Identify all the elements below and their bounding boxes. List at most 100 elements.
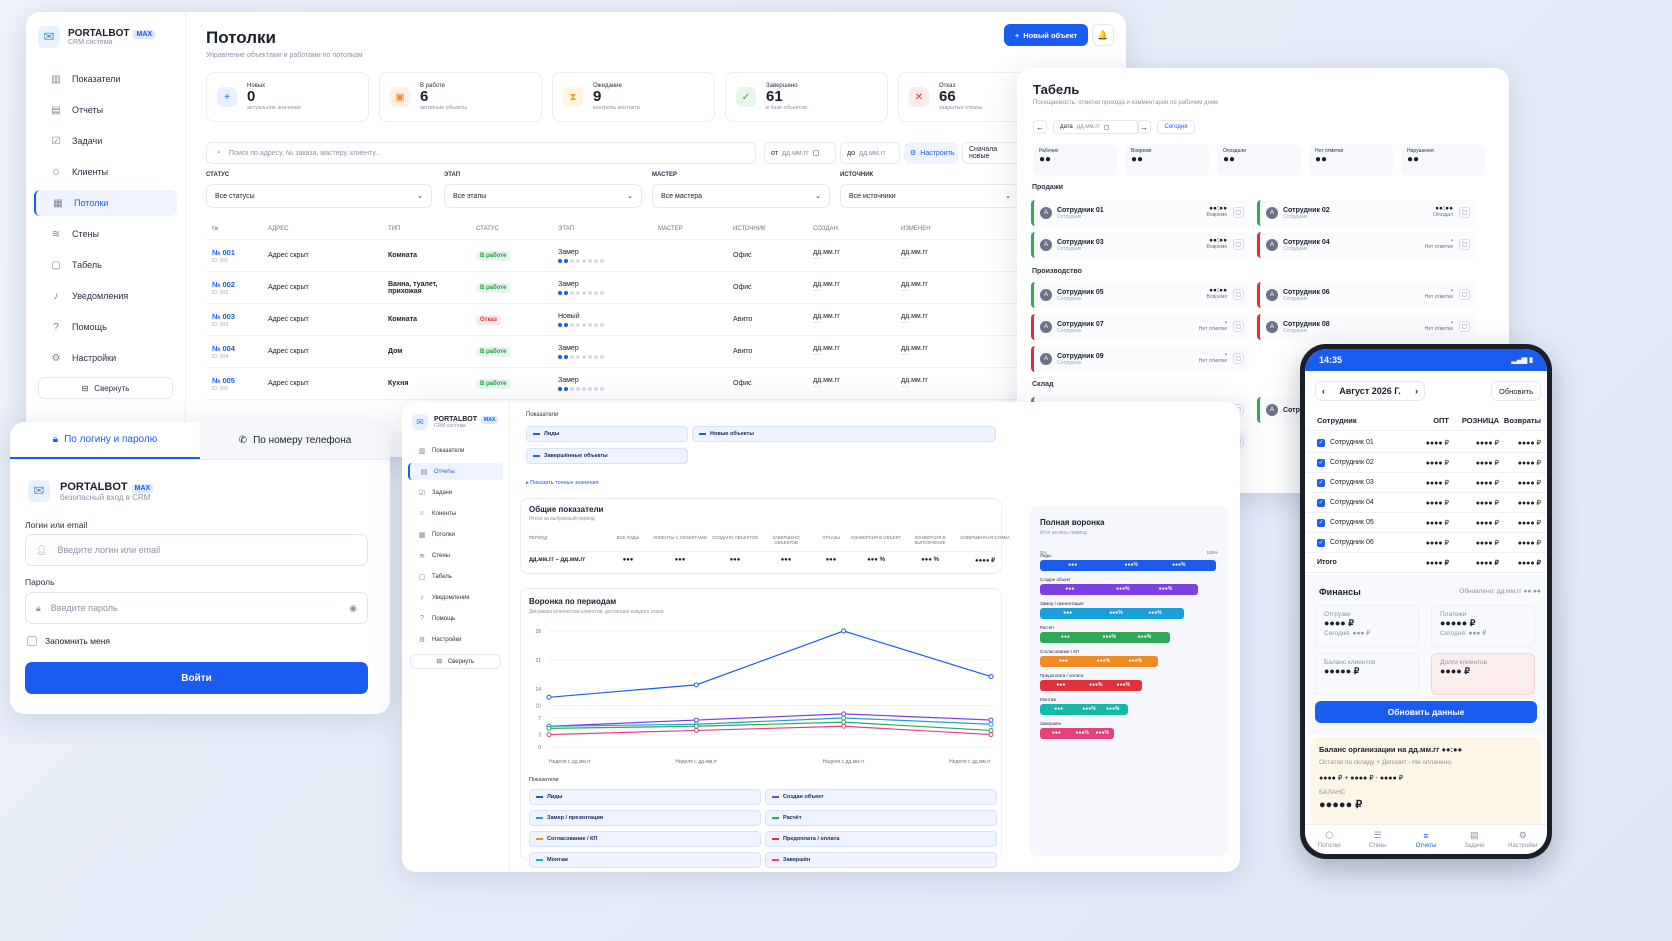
sidebar-item-0[interactable]: ▥ Показатели (34, 66, 177, 92)
table-row[interactable]: № 004 ID: 004 Адрес скрыт Дом В работе Замер А… (206, 336, 1026, 368)
calendar-icon[interactable]: ▢ (1233, 289, 1244, 300)
remember-checkbox[interactable]: Запомнить меня (27, 636, 110, 646)
sidebar-item-2[interactable]: ☑ Задачи (34, 128, 177, 154)
tab-phone[interactable]: ✆ По номеру телефона (200, 422, 390, 459)
reports-nav-item-8[interactable]: ? Помощь (408, 610, 503, 627)
employee-row[interactable]: A Сотрудник 08 Сотрудник - Нет отметки ▢ (1257, 314, 1475, 340)
phone-table-row[interactable]: ✓ Сотрудник 05 ●●●● ₽ ●●●● ₽ ●●●● ₽ (1305, 513, 1547, 533)
data-point[interactable] (693, 723, 699, 729)
data-point[interactable] (988, 674, 994, 680)
table-row[interactable]: № 005 ID: 005 Адрес скрыт Кухня В работе Заме… (206, 368, 1026, 400)
sidebar-item-8[interactable]: ? Помощь (34, 314, 177, 340)
indicator-chip[interactable]: Завершённые объекты (526, 448, 688, 464)
data-point[interactable] (693, 717, 699, 723)
employee-row[interactable]: A Сотрудник 06 Сотрудник - Нет отметки ▢ (1257, 282, 1475, 308)
reports-collapse-button[interactable]: ⊟ Свернуть (410, 654, 501, 669)
reports-nav-item-6[interactable]: ▢ Табель (408, 568, 503, 585)
checkbox-icon[interactable]: ✓ (1317, 518, 1325, 527)
checkbox-icon[interactable] (27, 636, 37, 646)
row-number[interactable]: № 002 ID: 002 (206, 280, 268, 296)
indicator-chip[interactable]: Лиды (529, 789, 761, 805)
phone-tab-0[interactable]: ⬡ Потолки (1305, 825, 1353, 854)
data-point[interactable] (841, 711, 847, 717)
calendar-icon[interactable]: ▢ (1459, 207, 1470, 218)
master-select[interactable]: Все мастера ⌄ (652, 184, 830, 208)
employee-row[interactable]: A Сотрудник 04 Сотрудник - Нет отметки ▢ (1257, 232, 1475, 258)
employee-row[interactable]: A Сотрудник 07 Сотрудник - Нет отметки ▢ (1031, 314, 1249, 340)
order-number[interactable]: № 002 (212, 279, 235, 289)
order-number[interactable]: № 001 (212, 247, 235, 257)
phone-tab-1[interactable]: ☰ Стены (1353, 825, 1401, 854)
sort-button[interactable]: Сначала новые (962, 142, 1020, 164)
sidebar-item-9[interactable]: ⚙ Настройки (34, 345, 177, 371)
employee-row[interactable]: A Сотрудник 05 Сотрудник ●●:●● Вовремя ▢ (1031, 282, 1249, 308)
calendar-icon[interactable]: ▢ (1233, 207, 1244, 218)
phone-table-row[interactable]: ✓ Сотрудник 06 ●●●● ₽ ●●●● ₽ ●●●● ₽ (1305, 533, 1547, 553)
calendar-icon[interactable]: ▢ (1233, 353, 1244, 364)
refresh-button[interactable]: Обновить (1491, 381, 1541, 401)
month-picker[interactable]: ‹ Август 2026 Г. › (1315, 381, 1425, 401)
search-input[interactable]: ⌕ Поиск по адресу, № заказа, мастеру, кли… (206, 142, 756, 164)
phone-tab-3[interactable]: ▤ Задачи (1450, 825, 1498, 854)
calendar-icon[interactable]: ▢ (1459, 321, 1470, 332)
row-number[interactable]: № 001 ID: 001 (206, 248, 268, 264)
indicator-chip[interactable]: Завершён (765, 852, 997, 868)
reports-nav-item-1[interactable]: ▤ Отчеты (408, 463, 503, 480)
data-point[interactable] (841, 715, 847, 721)
data-point[interactable] (841, 628, 847, 634)
update-data-button[interactable]: Обновить данные (1315, 701, 1537, 723)
data-point[interactable] (546, 694, 552, 700)
funnel-bar[interactable]: ●●● ●●●% ●●●% (1040, 584, 1199, 595)
date-to-field[interactable]: до дд.мм.гг (840, 142, 900, 164)
show-values-link[interactable]: ▸ Показать точные значения (526, 480, 599, 486)
tabel-date-field[interactable]: дата дд.мм.гг ▢ (1053, 120, 1139, 134)
eye-icon[interactable]: ◉ (349, 602, 357, 613)
indicator-chip[interactable]: Новые объекты (692, 426, 996, 442)
order-number[interactable]: № 004 (212, 343, 235, 353)
funnel-bar[interactable]: ●●● ●●●% ●●●% (1040, 704, 1128, 715)
phone-table-row[interactable]: ✓ Сотрудник 03 ●●●● ₽ ●●●● ₽ ●●●● ₽ (1305, 473, 1547, 493)
table-row[interactable]: № 002 ID: 002 Адрес скрыт Ванна, туалет, пр… (206, 272, 1026, 304)
funnel-bar[interactable]: ●●● ●●●% ●●●% (1040, 632, 1171, 643)
calendar-icon[interactable]: ▢ (1233, 321, 1244, 332)
funnel-bar[interactable]: ●●● ●●●% ●●●% (1040, 560, 1216, 571)
row-number[interactable]: № 004 ID: 004 (206, 344, 268, 360)
phone-tab-4[interactable]: ⚙ Настройки (1499, 825, 1547, 854)
calendar-icon[interactable]: ▢ (1459, 289, 1470, 300)
tab-login-password[interactable]: 🔒︎ По логину и паролю (10, 422, 200, 459)
indicator-chip[interactable]: Монтаж (529, 852, 761, 868)
data-point[interactable] (693, 682, 699, 688)
data-point[interactable] (988, 727, 994, 733)
bell-icon[interactable]: 🔔 (1092, 24, 1114, 46)
sidebar-item-7[interactable]: ♪ Уведомления (34, 283, 177, 309)
row-number[interactable]: № 003 ID: 003 (206, 312, 268, 328)
chevron-left-icon[interactable]: ‹ (1322, 386, 1325, 396)
funnel-bar[interactable]: ●●● ●●●% ●●●% (1040, 656, 1158, 667)
indicator-chip[interactable]: Лиды (526, 426, 688, 442)
prev-arrow-icon[interactable]: ← (1033, 120, 1047, 134)
indicator-chip[interactable]: Согласование / КП (529, 831, 761, 847)
login-input[interactable]: 👤︎ Введите логин или email (25, 534, 368, 566)
calendar-icon[interactable]: ▢ (1459, 239, 1470, 250)
checkbox-icon[interactable]: ✓ (1317, 438, 1325, 447)
funnel-bar[interactable]: ●●● ●●●% ●●●% (1040, 608, 1185, 619)
source-select[interactable]: Все источники ⌄ (840, 184, 1020, 208)
collapse-button[interactable]: ⊟ Свернуть (38, 377, 173, 399)
reports-nav-item-7[interactable]: ♪ Уведомления (408, 589, 503, 606)
data-point[interactable] (841, 723, 847, 729)
sidebar-item-6[interactable]: ▢ Табель (34, 252, 177, 278)
status-select[interactable]: Все статусы ⌄ (206, 184, 432, 208)
sidebar-item-3[interactable]: ☺ Клиенты (34, 159, 177, 185)
data-point[interactable] (988, 721, 994, 727)
employee-row[interactable]: A Сотрудник 01 Сотрудник ●●:●● Вовремя ▢ (1031, 200, 1249, 226)
data-point[interactable] (546, 725, 552, 731)
order-number[interactable]: № 005 (212, 375, 235, 385)
password-input[interactable]: 🔒︎ Введите пароль ◉ (25, 592, 368, 624)
chevron-right-icon[interactable]: › (1414, 386, 1418, 396)
reports-nav-item-5[interactable]: ≋ Стены (408, 547, 503, 564)
phone-table-row[interactable]: ✓ Сотрудник 01 ●●●● ₽ ●●●● ₽ ●●●● ₽ (1305, 433, 1547, 453)
today-button[interactable]: Сегодня (1157, 120, 1195, 134)
data-point[interactable] (546, 732, 552, 738)
new-object-button[interactable]: + Новый объект (1004, 24, 1088, 46)
date-from-field[interactable]: от дд.мм.гг ▢ (764, 142, 836, 164)
